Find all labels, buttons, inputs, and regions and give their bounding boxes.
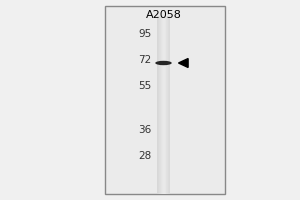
Bar bbox=[159, 16, 160, 194]
Bar bbox=[166, 16, 167, 194]
Text: 95: 95 bbox=[138, 29, 152, 39]
Text: 28: 28 bbox=[138, 151, 152, 161]
Bar bbox=[164, 16, 165, 194]
Polygon shape bbox=[178, 59, 188, 67]
Bar bbox=[163, 16, 164, 194]
Bar bbox=[167, 16, 168, 194]
Text: A2058: A2058 bbox=[146, 10, 182, 20]
Bar bbox=[158, 16, 159, 194]
Bar bbox=[157, 16, 158, 194]
Text: 72: 72 bbox=[138, 55, 152, 65]
Bar bbox=[165, 16, 166, 194]
Bar bbox=[169, 16, 170, 194]
Text: 36: 36 bbox=[138, 125, 152, 135]
Bar bbox=[105, 6, 225, 194]
Bar bbox=[160, 16, 161, 194]
Bar bbox=[162, 16, 163, 194]
Text: 55: 55 bbox=[138, 81, 152, 91]
Bar bbox=[168, 16, 169, 194]
Bar bbox=[161, 16, 162, 194]
Ellipse shape bbox=[155, 61, 172, 65]
